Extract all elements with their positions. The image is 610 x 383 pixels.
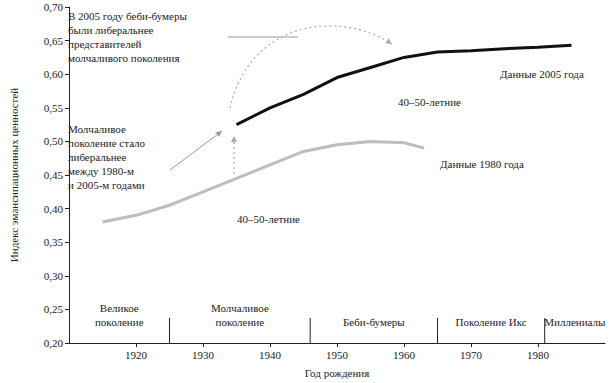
svg-text:Данные 2005 года: Данные 2005 года (500, 68, 584, 80)
svg-text:1960: 1960 (393, 349, 416, 361)
svg-text:Великое: Великое (100, 302, 139, 314)
svg-text:1940: 1940 (259, 349, 282, 361)
svg-text:0,30: 0,30 (44, 270, 64, 282)
svg-text:0,50: 0,50 (44, 135, 64, 147)
svg-text:представителей: представителей (68, 38, 142, 50)
svg-text:и 2005-м годами: и 2005-м годами (68, 179, 145, 191)
svg-text:Молчаливое: Молчаливое (68, 123, 126, 135)
svg-text:1950: 1950 (326, 349, 349, 361)
svg-text:1980: 1980 (527, 349, 550, 361)
svg-text:0,55: 0,55 (44, 102, 64, 114)
svg-text:0,45: 0,45 (44, 169, 64, 181)
svg-text:поколение: поколение (216, 316, 265, 328)
svg-text:1970: 1970 (460, 349, 483, 361)
svg-text:0,60: 0,60 (44, 68, 64, 80)
svg-text:0,70: 0,70 (44, 1, 64, 13)
svg-text:поколение: поколение (95, 316, 144, 328)
svg-text:Индекс эмансипационных ценност: Индекс эмансипационных ценностей (8, 88, 20, 262)
svg-text:Беби-бумеры: Беби-бумеры (343, 316, 405, 328)
svg-text:поколение стало: поколение стало (68, 137, 146, 149)
svg-text:0,35: 0,35 (44, 236, 64, 248)
svg-text:были либеральнее: были либеральнее (68, 24, 154, 36)
svg-text:0,25: 0,25 (44, 303, 64, 315)
svg-text:0,65: 0,65 (44, 35, 64, 47)
svg-text:В 2005 году беби-бумеры: В 2005 году беби-бумеры (68, 10, 187, 22)
svg-text:Миллениалы: Миллениалы (544, 316, 606, 328)
svg-text:Молчаливое: Молчаливое (211, 302, 269, 314)
svg-text:Год рождения: Год рождения (305, 367, 370, 379)
svg-text:1930: 1930 (192, 349, 215, 361)
svg-text:0,40: 0,40 (44, 203, 64, 215)
svg-text:молчаливого поколения: молчаливого поколения (68, 52, 180, 64)
svg-text:0,20: 0,20 (44, 337, 64, 349)
svg-text:между 1980-м: между 1980-м (68, 165, 134, 177)
svg-text:1920: 1920 (125, 349, 148, 361)
svg-text:40–50-летние: 40–50-летние (237, 213, 300, 225)
svg-text:Поколение Икс: Поколение Икс (455, 316, 526, 328)
svg-text:40–50-летние: 40–50-летние (398, 96, 461, 108)
svg-text:Данные 1980 года: Данные 1980 года (440, 158, 524, 170)
svg-text:либеральнее: либеральнее (68, 151, 126, 163)
